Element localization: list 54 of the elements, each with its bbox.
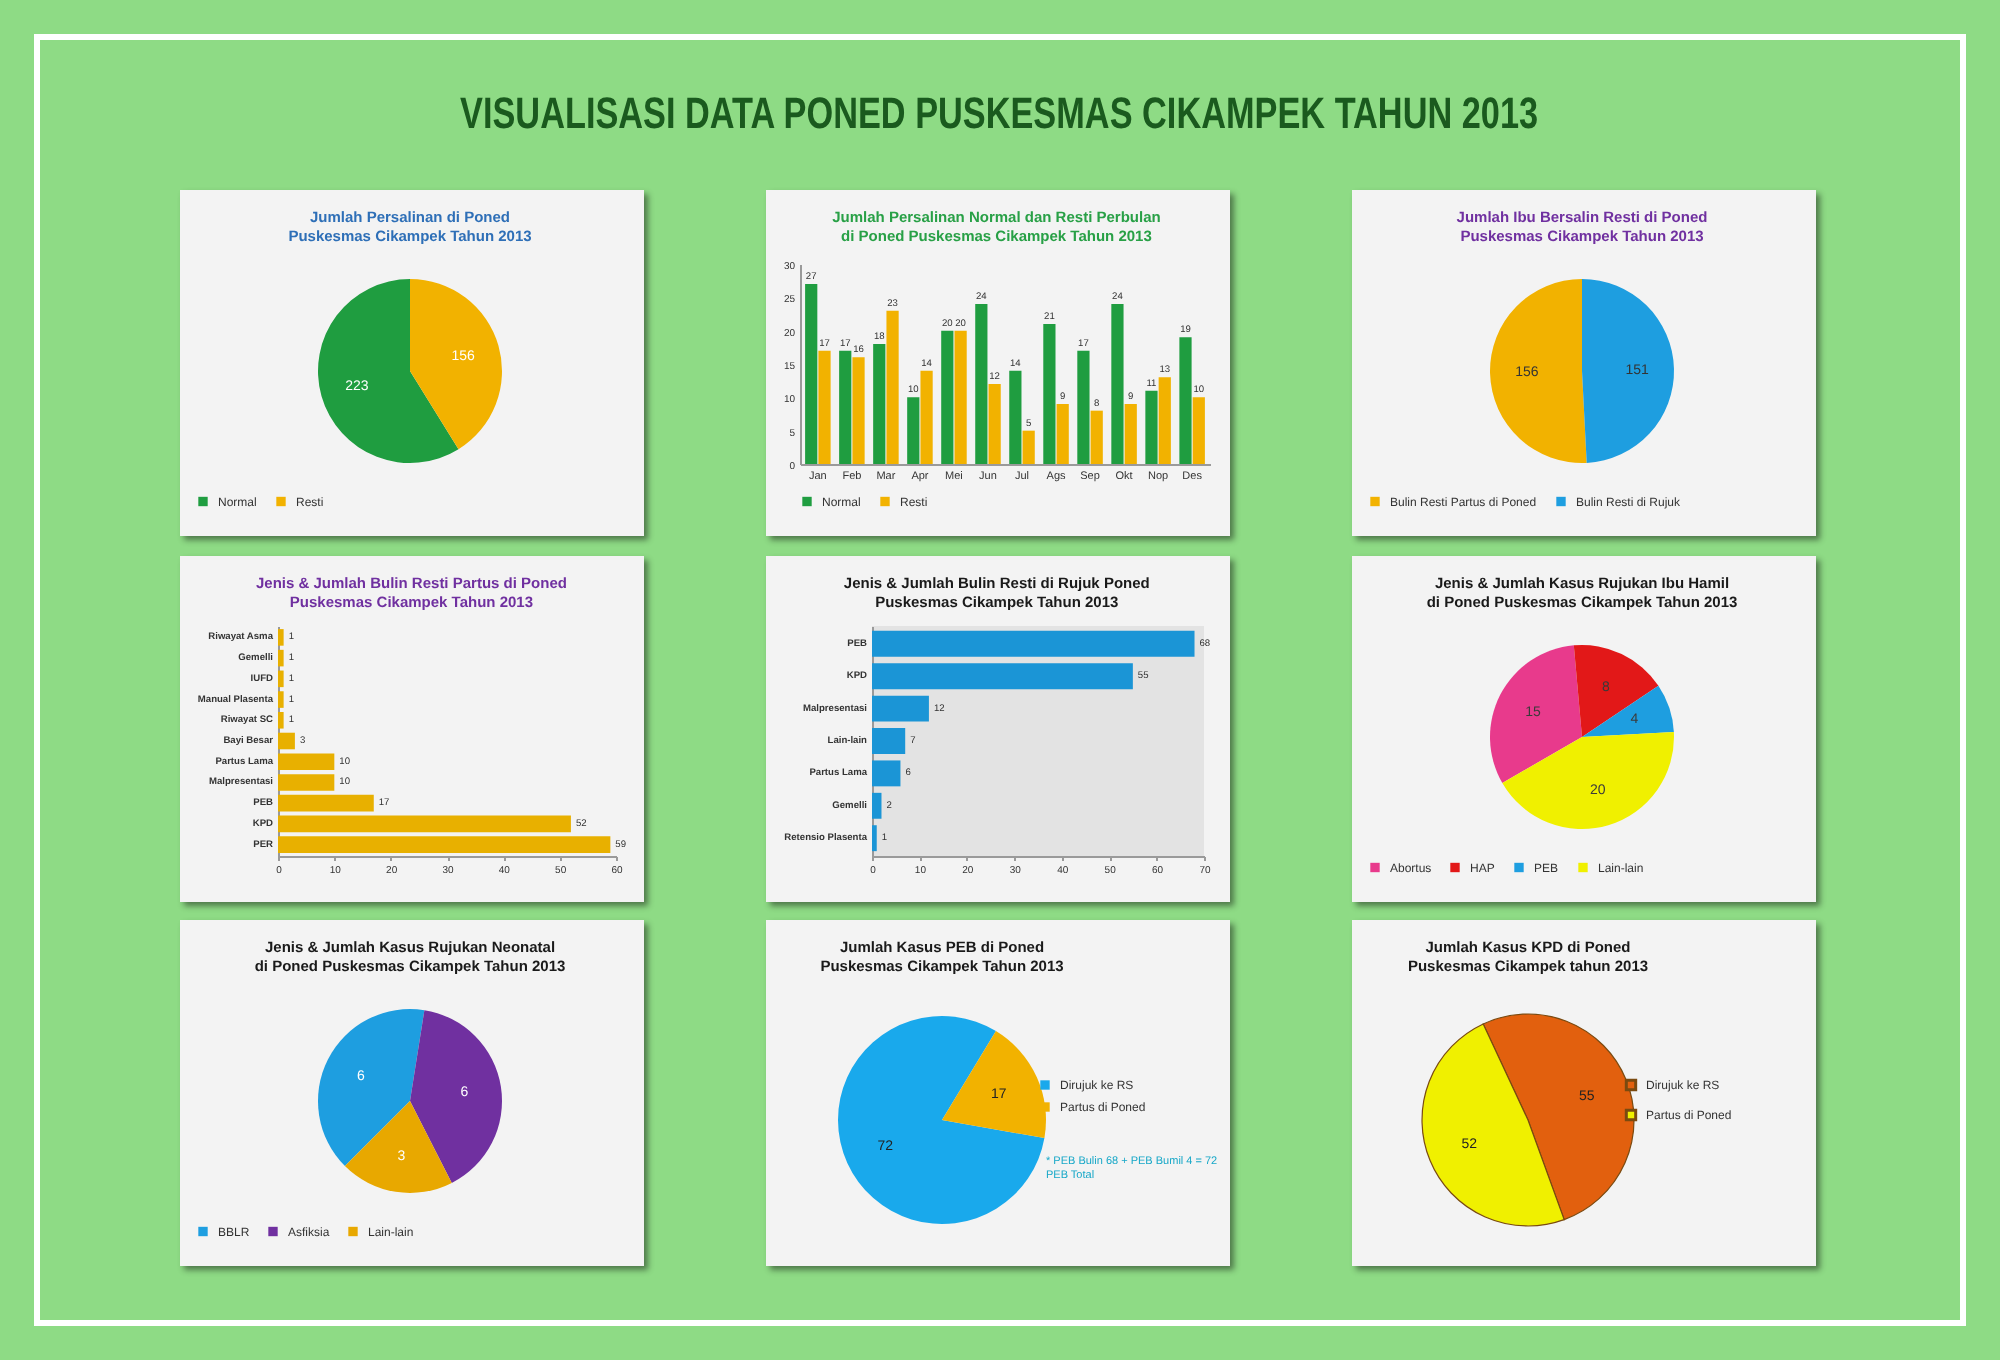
bar xyxy=(278,711,284,729)
bar xyxy=(1090,410,1103,464)
bar xyxy=(1077,350,1090,464)
pie-slice xyxy=(1502,731,1674,829)
pie-slice xyxy=(838,1016,1045,1224)
bar xyxy=(988,384,1001,464)
pie-slice xyxy=(344,1101,452,1193)
bar xyxy=(872,663,1133,690)
pie-slice xyxy=(942,1031,1046,1139)
bar xyxy=(818,350,831,464)
bar xyxy=(278,691,284,708)
bar xyxy=(278,815,571,833)
bar xyxy=(1124,404,1137,464)
bar xyxy=(1022,430,1035,464)
pie-slice xyxy=(410,279,502,450)
bar xyxy=(278,794,374,812)
bar xyxy=(278,774,335,791)
bar xyxy=(278,629,284,646)
bar xyxy=(1158,377,1171,464)
bar xyxy=(278,732,295,750)
bar xyxy=(941,330,954,464)
pie-slice xyxy=(1582,685,1674,737)
pie-slice xyxy=(1582,279,1674,463)
pie-slice xyxy=(1573,645,1659,737)
pie-slice xyxy=(410,1010,502,1183)
bar xyxy=(872,760,901,787)
bar xyxy=(278,836,611,853)
bar xyxy=(1009,370,1022,464)
bar xyxy=(873,344,886,464)
bar xyxy=(278,753,335,771)
bar xyxy=(975,304,988,464)
pie-slice xyxy=(318,1009,425,1167)
bar xyxy=(852,357,865,464)
bar xyxy=(954,330,967,464)
bar xyxy=(872,792,882,819)
bar xyxy=(1145,390,1158,464)
bar xyxy=(872,695,929,722)
bar xyxy=(1111,304,1124,464)
bar xyxy=(278,670,284,688)
bar xyxy=(839,350,852,464)
text: VISUALISASI DATA PONED PUSKESMAS CIKAMPEK TAHUN 2013 xyxy=(460,88,1540,140)
bar xyxy=(805,284,818,464)
pie-slice xyxy=(1490,279,1587,463)
bar xyxy=(920,370,933,464)
bar xyxy=(278,649,284,667)
bar xyxy=(907,397,920,464)
bar xyxy=(886,310,899,464)
bar xyxy=(1056,404,1069,464)
bar xyxy=(872,728,906,754)
pie-slice xyxy=(1490,645,1582,783)
bar xyxy=(1179,337,1192,464)
bar xyxy=(1192,397,1205,464)
bar xyxy=(872,630,1195,657)
bar xyxy=(1043,324,1056,464)
